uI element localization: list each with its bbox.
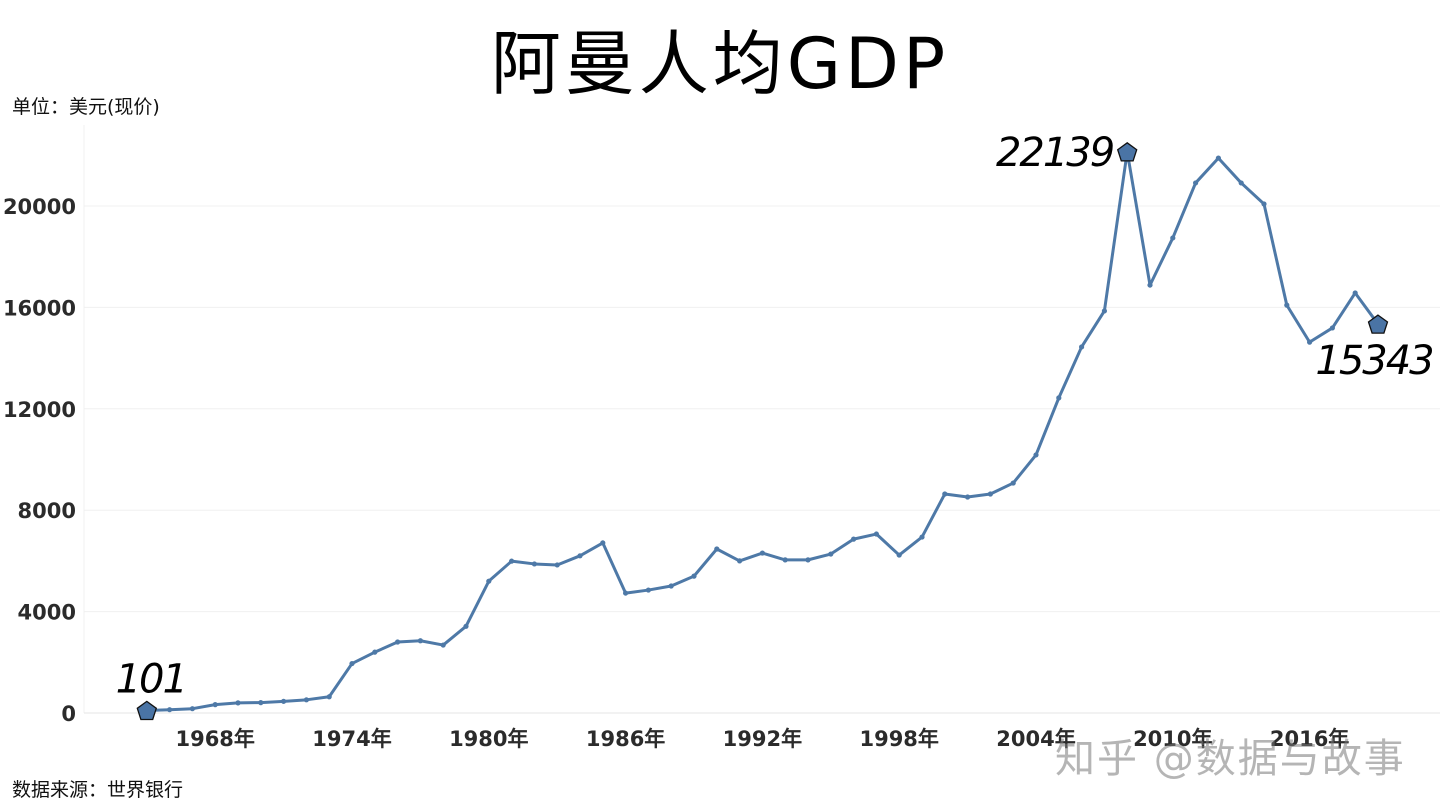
data-point <box>1170 235 1176 241</box>
data-point <box>737 558 743 564</box>
data-point <box>987 491 994 497</box>
data-point <box>851 536 857 542</box>
data-point <box>1238 180 1244 186</box>
data-point <box>1147 282 1153 288</box>
gridlines <box>83 125 1440 714</box>
annotation-label: 22139 <box>996 130 1113 176</box>
data-point <box>714 546 720 552</box>
data-point <box>873 531 880 537</box>
x-tick-label: 1974年 <box>312 727 391 751</box>
data-point <box>281 698 287 704</box>
y-tick-label: 12000 <box>3 398 76 422</box>
x-tick-label: 1980年 <box>449 727 528 751</box>
source-label: 数据来源：世界银行 <box>12 779 184 801</box>
data-point <box>1101 308 1107 314</box>
data-point <box>668 583 674 589</box>
annotation-marker-icon <box>1116 141 1138 162</box>
data-point <box>212 702 218 708</box>
data-point <box>1329 325 1335 331</box>
chart-title: 阿曼人均GDP <box>490 23 950 105</box>
data-point <box>235 700 241 706</box>
y-tick-label: 0 <box>61 702 76 726</box>
data-point <box>577 553 583 559</box>
data-point <box>919 534 925 540</box>
data-point <box>440 642 446 648</box>
data-point <box>463 623 469 629</box>
data-point <box>349 660 355 667</box>
annotation-label: 15343 <box>1315 338 1432 384</box>
data-point <box>326 694 332 700</box>
data-point <box>554 562 560 568</box>
watermark: 知乎 @数据与故事 <box>1055 736 1406 782</box>
data-point <box>417 638 423 644</box>
data-point <box>782 557 788 563</box>
x-tick-label: 2004年 <box>996 727 1075 751</box>
data-point <box>645 587 652 593</box>
data-point <box>623 590 629 596</box>
x-tick-label: 1998年 <box>859 727 938 751</box>
data-point <box>896 552 902 558</box>
data-point <box>1079 344 1085 350</box>
data-point <box>189 706 195 712</box>
annotation-label: 101 <box>116 656 186 702</box>
data-point <box>509 558 515 564</box>
data-point <box>691 573 697 579</box>
x-tick-label: 2016年 <box>1270 727 1349 751</box>
data-point <box>1307 339 1313 345</box>
data-point <box>1352 290 1358 296</box>
y-tick-label: 8000 <box>18 499 76 523</box>
unit-label: 单位：美元(现价) <box>12 96 160 118</box>
x-tick-label: 1986年 <box>586 727 665 751</box>
annotation-marker-icon <box>1367 314 1389 334</box>
series-line <box>146 150 1380 712</box>
data-point <box>828 551 834 557</box>
y-tick-label: 16000 <box>3 296 76 320</box>
y-tick-label: 4000 <box>18 601 76 625</box>
y-axis: 0 4000 8000 12000 16000 20000 <box>3 195 76 726</box>
data-point <box>1010 480 1016 486</box>
data-point <box>486 578 492 584</box>
data-point <box>1056 395 1062 401</box>
data-point <box>805 557 811 563</box>
data-point <box>1284 302 1290 308</box>
data-point <box>258 700 264 706</box>
data-point <box>600 540 606 546</box>
data-point <box>1215 155 1221 161</box>
data-point <box>759 550 766 556</box>
annotation-marker-icon <box>136 700 158 721</box>
data-point <box>531 561 538 567</box>
y-tick-label: 20000 <box>3 195 76 219</box>
data-series <box>144 149 1381 714</box>
x-axis: 1968年 1974年 1980年 1986年 1992年 1998年 2004年 2010年… <box>175 727 1349 751</box>
data-point <box>965 494 971 500</box>
data-point <box>395 639 401 645</box>
data-point <box>1193 180 1199 186</box>
data-point <box>167 707 173 713</box>
x-tick-label: 1968年 <box>175 727 254 751</box>
data-point <box>303 697 309 703</box>
annotations: 101 22139 15343 <box>116 130 1435 721</box>
x-tick-label: 2010年 <box>1133 727 1212 751</box>
data-point <box>1033 452 1039 458</box>
data-point <box>942 491 948 497</box>
data-point <box>372 649 378 655</box>
x-tick-label: 1992年 <box>723 727 802 751</box>
data-point <box>1261 201 1267 207</box>
